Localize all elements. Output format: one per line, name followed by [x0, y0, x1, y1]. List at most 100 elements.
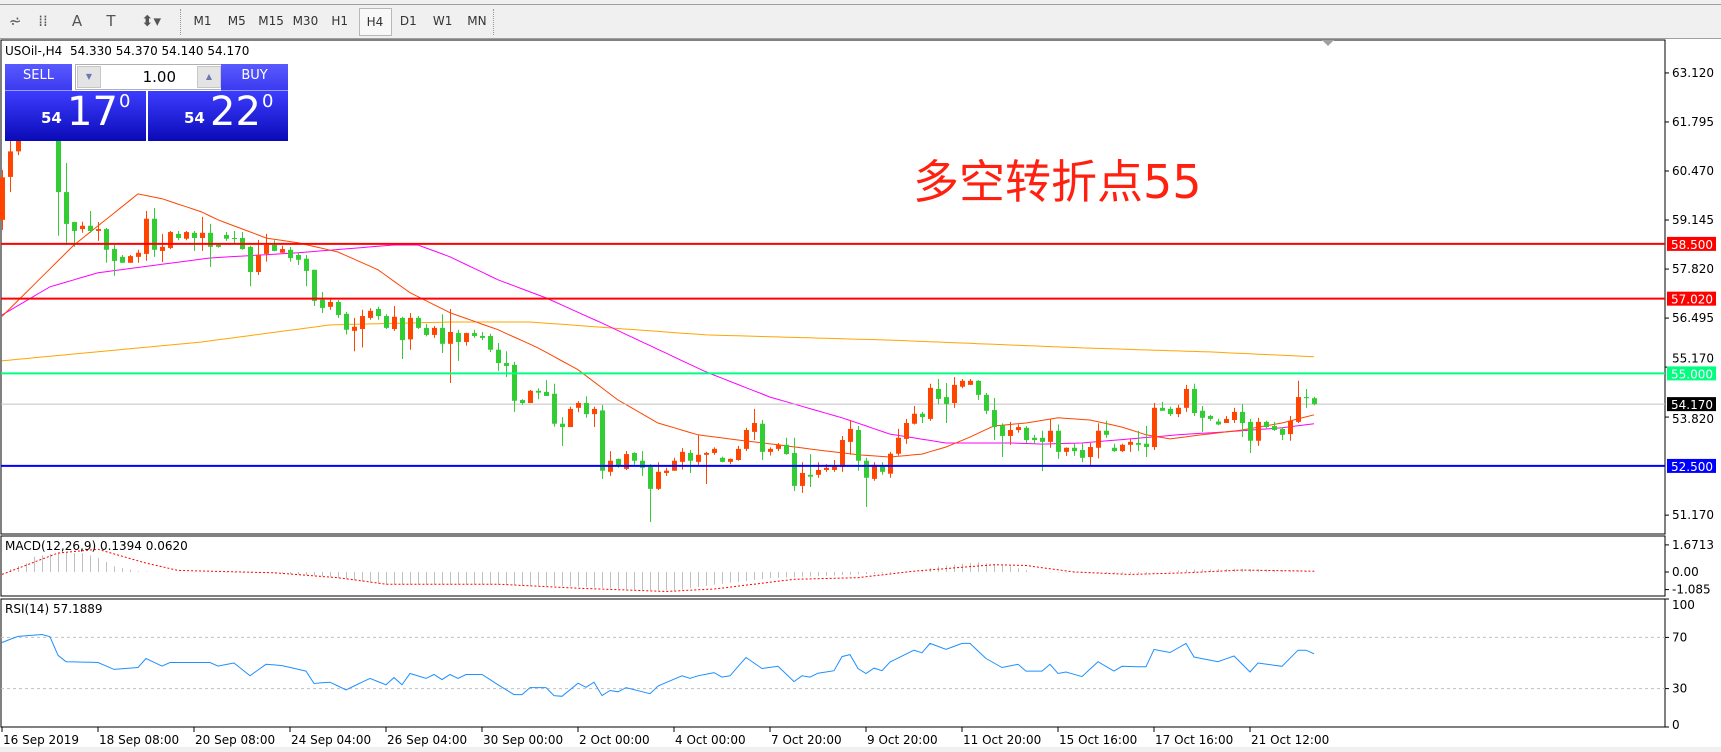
candle-body	[368, 310, 373, 318]
candle-body	[536, 390, 541, 393]
candle-body	[504, 363, 509, 367]
toolbar-separator	[493, 9, 496, 35]
candle-body	[1008, 430, 1013, 436]
candle-body	[216, 245, 221, 247]
candle-body	[496, 349, 501, 364]
timeframe-h1[interactable]: H1	[331, 14, 349, 28]
candle-body	[464, 333, 469, 342]
chart-annotation-text[interactable]: 多空转折点55	[913, 155, 1202, 209]
candle-body	[624, 454, 629, 469]
lot-decrease-icon[interactable]: ▼	[77, 66, 101, 88]
candle-body	[752, 422, 757, 432]
lot-increase-icon[interactable]: ▲	[197, 66, 221, 88]
candle-body	[408, 317, 413, 340]
timeframe-m15[interactable]: M15	[258, 14, 284, 28]
time-axis-label: 2 Oct 00:00	[579, 733, 650, 747]
candle-body	[544, 391, 549, 396]
text-icon[interactable]: A	[71, 12, 83, 30]
bid-price-tag	[1667, 397, 1716, 412]
candle-body	[664, 470, 669, 473]
timeframe-h4[interactable]: H4	[358, 8, 392, 36]
candle-body	[640, 460, 645, 468]
candle-body	[336, 301, 341, 315]
candle-body	[136, 252, 141, 257]
rsi-axis-label: 30	[1672, 682, 1687, 696]
candle-body	[488, 336, 493, 350]
lot-size-value[interactable]: 1.00	[142, 68, 176, 86]
price-level-tag	[1667, 366, 1716, 381]
candle-body	[320, 299, 325, 308]
candle-body	[656, 471, 661, 489]
sell-button[interactable]: SELL	[5, 64, 72, 91]
price-axis-label: 55.170	[1672, 351, 1714, 365]
sell-price-fraction: 0	[119, 91, 131, 112]
timeframe-mn[interactable]: MN	[467, 14, 487, 28]
candle-body	[808, 474, 813, 477]
time-axis-label: 7 Oct 20:00	[771, 733, 842, 747]
candle-body	[448, 331, 453, 344]
timeframe-m5[interactable]: M5	[227, 14, 246, 28]
candle-body	[1080, 450, 1085, 458]
arrows-icon[interactable]: ⬍▾	[140, 12, 162, 30]
buy-button[interactable]: BUY	[221, 64, 288, 91]
candle-body	[1048, 430, 1053, 442]
candle-body	[152, 218, 157, 250]
candle-body	[1144, 443, 1149, 448]
one-click-trading-panel: SELL ▼ 1.00 ▲ BUY 54 17 0 54 22 0	[5, 64, 288, 141]
sell-price-box[interactable]: 54 17 0	[5, 89, 146, 141]
timeframe-d1[interactable]: D1	[399, 14, 417, 28]
candle-body	[1112, 447, 1117, 452]
time-axis-label: 24 Sep 04:00	[291, 733, 371, 747]
candle-body	[1248, 421, 1253, 441]
moving-average-slow-line	[1, 321, 1315, 362]
time-axis-label: 15 Oct 16:00	[1059, 733, 1137, 747]
candle-body	[1040, 437, 1045, 442]
candle-body	[1024, 427, 1029, 441]
timeframe-m1[interactable]: M1	[193, 14, 212, 28]
candle-body	[648, 467, 653, 489]
candle-body	[1304, 397, 1309, 399]
chart-shift-marker-icon[interactable]	[1322, 40, 1334, 46]
candle-body	[1256, 421, 1261, 441]
candle-body	[1096, 430, 1101, 448]
candle-body	[616, 458, 621, 466]
candle-body	[1032, 437, 1037, 441]
candle-body	[440, 327, 445, 344]
candle-body	[856, 430, 861, 461]
candle-body	[696, 454, 701, 462]
macd-signal-line	[1, 548, 1315, 593]
candle-body	[456, 333, 461, 342]
candle-body	[80, 225, 85, 230]
candle-body	[528, 390, 533, 404]
time-axis-label: 4 Oct 00:00	[675, 733, 746, 747]
candle-body	[272, 245, 277, 251]
time-axis-label: 11 Oct 20:00	[963, 733, 1041, 747]
candle-body	[184, 232, 189, 239]
text-label-icon[interactable]: T	[106, 12, 116, 30]
candle-body	[968, 380, 973, 385]
candle-body	[632, 452, 637, 461]
timeframe-m30[interactable]: M30	[292, 14, 319, 28]
candle-body	[1288, 420, 1293, 435]
candle-body	[1280, 428, 1285, 435]
buy-price-box[interactable]: 54 22 0	[148, 89, 288, 141]
candle-body	[584, 403, 589, 415]
candle-body	[384, 316, 389, 328]
candle-body	[792, 452, 797, 486]
candle-body	[872, 464, 877, 479]
candle-body	[1240, 411, 1245, 423]
elliott-wave-icon[interactable]: ⩫	[8, 12, 22, 30]
price-axis-label: 61.795	[1672, 115, 1714, 129]
time-axis-label: 17 Oct 16:00	[1155, 733, 1233, 747]
candle-body	[112, 249, 117, 261]
macd-axis-label: 0.00	[1672, 565, 1699, 579]
lot-size-field[interactable]: ▼ 1.00 ▲	[75, 64, 223, 90]
candle-body	[840, 440, 845, 468]
timeframe-w1[interactable]: W1	[432, 14, 453, 28]
candle-body	[1160, 407, 1165, 411]
price-axis-label: 56.495	[1672, 311, 1714, 325]
macd-label: MACD(12,26,9) 0.1394 0.0620	[5, 539, 188, 553]
candle-body	[1064, 447, 1069, 452]
fibonacci-icon[interactable]: ⁞⁞	[38, 12, 48, 30]
